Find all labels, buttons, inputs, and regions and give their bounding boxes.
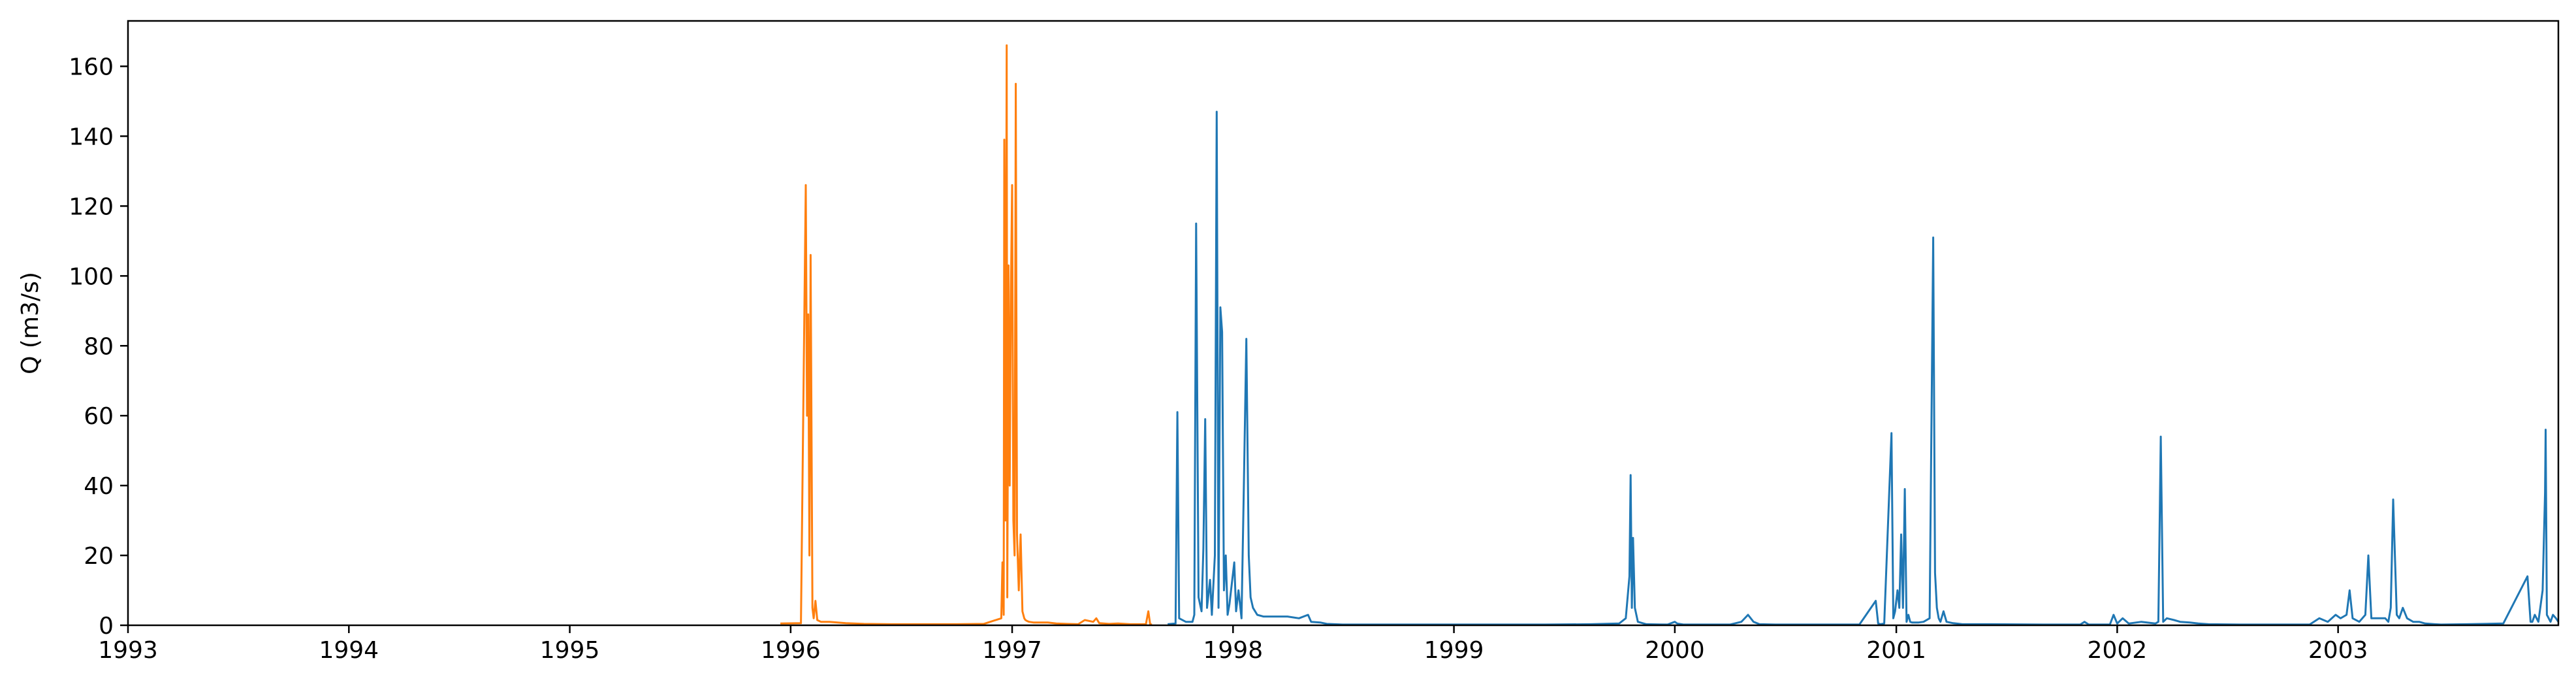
- x-tick-label: 1997: [982, 637, 1042, 664]
- plot-area-frame: [127, 20, 2560, 627]
- y-tick-label: 80: [84, 333, 114, 360]
- y-axis-label: Q (m3/s): [17, 272, 44, 374]
- y-tick-label: 60: [84, 403, 114, 430]
- x-tick-label: 2000: [1645, 637, 1705, 664]
- x-tick-label: 1993: [98, 637, 158, 664]
- y-tick-label: 100: [69, 263, 114, 290]
- y-tick-label: 140: [69, 123, 114, 150]
- x-tick-label: 1994: [319, 637, 379, 664]
- x-tick-label: 1995: [540, 637, 600, 664]
- ticks-layer: 1993 1994 1995 1996 1997 1998 1999 2000 2001 2002…: [69, 54, 2368, 664]
- y-tick-label: 160: [69, 54, 114, 81]
- series-line-1: [780, 44, 1153, 626]
- y-tick-label: 0: [99, 613, 114, 640]
- x-tick-label: 2002: [2088, 637, 2148, 664]
- series-layer: [780, 44, 2560, 626]
- x-tick-label: 2003: [2308, 637, 2368, 664]
- x-tick-label: 1999: [1424, 637, 1484, 664]
- series-line-2: [1168, 110, 2560, 626]
- x-tick-label: 1998: [1203, 637, 1264, 664]
- y-tick-label: 20: [84, 543, 114, 570]
- x-tick-label: 2001: [1866, 637, 1926, 664]
- y-tick-label: 120: [69, 193, 114, 220]
- x-tick-label: 1996: [761, 637, 821, 664]
- y-tick-label: 40: [84, 473, 114, 500]
